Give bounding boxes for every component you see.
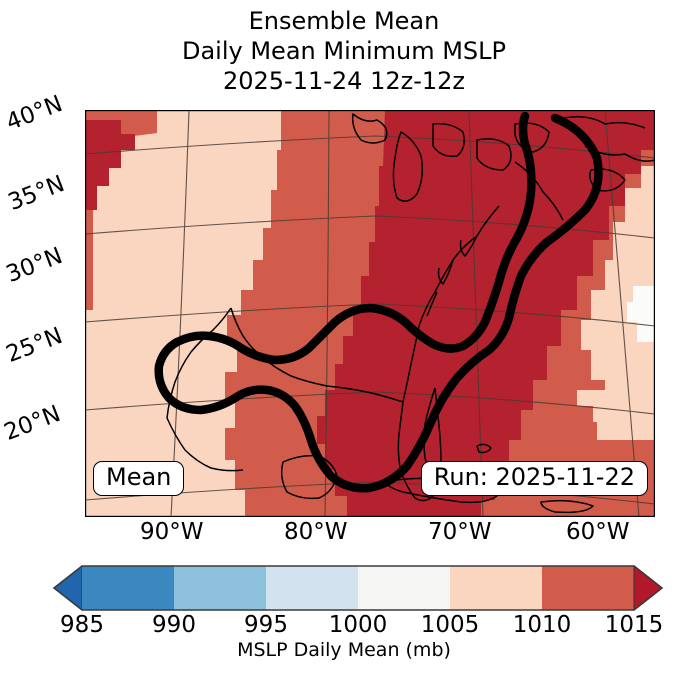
lat-tick-25n: 25°N bbox=[2, 322, 67, 368]
title-line-3: 2025-11-24 12z-12z bbox=[222, 67, 466, 95]
lat-tick-35n: 35°N bbox=[4, 170, 69, 216]
lat-tick-40n: 40°N bbox=[2, 90, 67, 136]
chart-title: Ensemble Mean Daily Mean Minimum MSLP 20… bbox=[0, 6, 688, 96]
title-line-1: Ensemble Mean bbox=[248, 7, 440, 35]
fill-peach-wedge bbox=[93, 118, 277, 517]
map-frame bbox=[85, 110, 655, 517]
lat-tick-30n: 30°N bbox=[2, 242, 67, 288]
colorbar-svg bbox=[52, 564, 664, 612]
colorbar-axis-label: MSLP Daily Mean (mb) bbox=[237, 639, 451, 661]
lon-tick-60w: 60°W bbox=[566, 519, 630, 545]
lon-tick-90w: 90°W bbox=[140, 519, 204, 545]
map-fill-layer bbox=[85, 110, 655, 517]
colorbar-tick-1010: 1010 bbox=[512, 612, 572, 638]
title-line-2: Daily Mean Minimum MSLP bbox=[181, 37, 506, 65]
map-plot-area[interactable]: Mean Run: 2025-11-22 bbox=[85, 110, 655, 517]
lon-tick-80w: 80°W bbox=[284, 519, 348, 545]
colorbar-tick-1000: 1000 bbox=[328, 612, 388, 638]
colorbar-seg-985-990 bbox=[82, 566, 174, 610]
fill-atlantic-white bbox=[627, 286, 655, 342]
colorbar-seg-1000-1005 bbox=[358, 566, 450, 610]
mean-annotation-label: Mean bbox=[106, 463, 172, 491]
colorbar-seg-990-995 bbox=[174, 566, 266, 610]
colorbar[interactable]: 985 990 995 1000 1005 1010 1015 bbox=[0, 558, 688, 674]
colorbar-extend-high bbox=[633, 564, 663, 612]
mslp-contour bbox=[154, 111, 603, 493]
colorbar-outline bbox=[52, 565, 664, 611]
colorbar-tick-1005: 1005 bbox=[420, 612, 480, 638]
colorbar-seg-995-1000 bbox=[266, 566, 358, 610]
lon-tick-70w: 70°W bbox=[428, 519, 492, 545]
colorbar-extend-low bbox=[53, 564, 83, 612]
run-annotation-box: Run: 2025-11-22 bbox=[420, 461, 648, 497]
lat-tick-20n: 20°N bbox=[0, 400, 65, 446]
mean-annotation-box: Mean bbox=[93, 461, 185, 497]
colorbar-tick-1015: 1015 bbox=[604, 612, 664, 638]
colorbar-tick-990: 990 bbox=[152, 612, 196, 638]
colorbar-tick-995: 995 bbox=[244, 612, 288, 638]
colorbar-tick-985: 985 bbox=[60, 612, 104, 638]
colorbar-seg-1005-1010 bbox=[450, 566, 542, 610]
map-svg bbox=[85, 110, 655, 517]
run-annotation-label: Run: 2025-11-22 bbox=[433, 463, 635, 491]
colorbar-seg-1010-1015 bbox=[542, 566, 634, 610]
